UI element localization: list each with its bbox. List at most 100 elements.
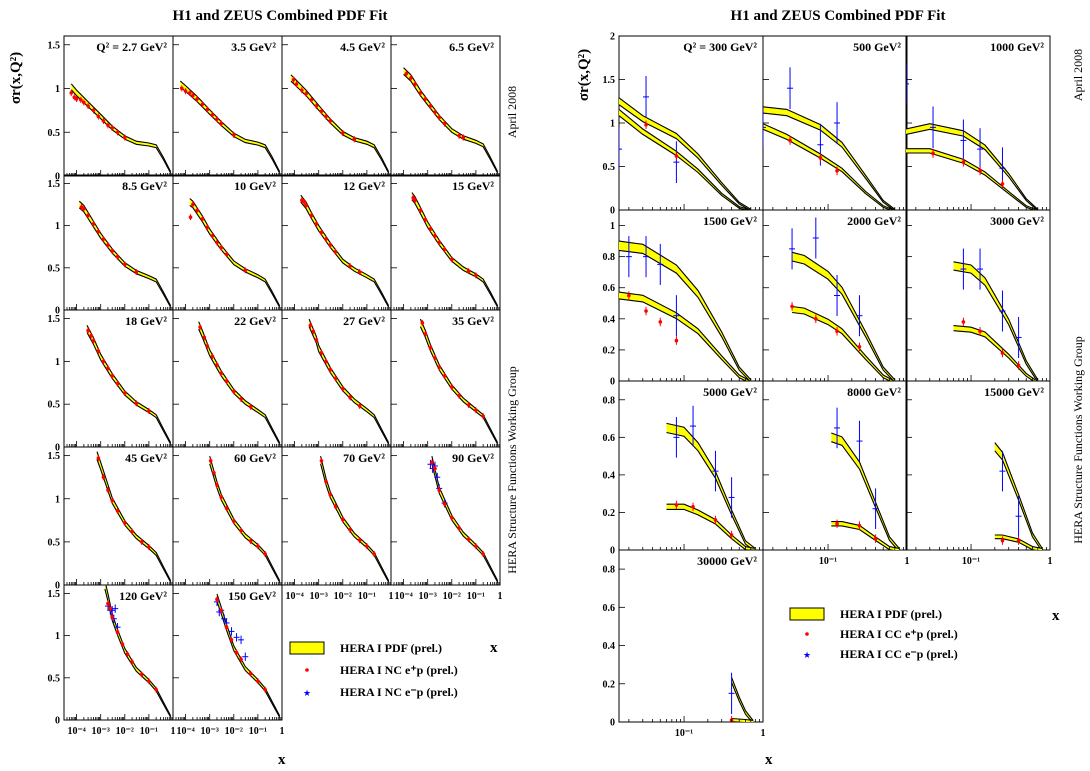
eplus-point — [835, 169, 839, 173]
panel: 10⁻⁴ 10⁻³ 10⁻² 10⁻¹ 1 150 GeV² — [172, 584, 285, 737]
eplus-point — [978, 329, 982, 334]
x-tick-label: 10⁻¹ — [467, 591, 485, 602]
panel-label: 45 GeV² — [125, 451, 167, 465]
pdf-curve-upper — [70, 83, 172, 172]
eplus-point — [256, 679, 260, 683]
eplus-point — [450, 515, 454, 520]
y-tick-label: 0.2 — [603, 508, 616, 519]
panel-plot-area — [411, 192, 499, 308]
left-xlabel-bottom: x — [278, 752, 286, 768]
pdf-curve-band — [420, 319, 498, 445]
x-tick-label: 10⁻¹ — [675, 728, 693, 739]
panel: 10⁻⁴ 10⁻³ 10⁻² 10⁻¹ 1 90 GeV² — [390, 446, 503, 602]
panel-plot-area — [831, 407, 900, 550]
pdf-curve-upper — [290, 74, 390, 172]
pdf-curve-eplus-upper — [831, 521, 900, 550]
eplus-point — [74, 97, 79, 101]
pdf-curve-lower — [300, 201, 390, 308]
y-tick-label: 1 — [55, 84, 60, 95]
eplus-point — [101, 475, 106, 479]
pdf-curve-upper — [320, 455, 390, 582]
y-tick-label: 0.2 — [603, 345, 616, 356]
pdf-curve-band — [189, 198, 280, 308]
panel-label: 8.5 GeV² — [122, 179, 167, 193]
eplus-point — [713, 518, 718, 522]
panel: 500 GeV² — [762, 35, 908, 211]
y-tick-label: 0 — [610, 546, 615, 557]
eplus-point — [91, 339, 96, 343]
eplus-point — [134, 270, 139, 274]
pdf-curve-eminus-band — [831, 433, 900, 550]
eplus-point — [96, 229, 101, 234]
eplus-point — [202, 335, 207, 340]
eplus-point — [96, 114, 101, 119]
legend-eminus-marker: ★ — [803, 650, 811, 660]
eplus-point — [123, 262, 127, 267]
eplus-point — [110, 126, 114, 130]
eplus-point — [147, 545, 151, 549]
pdf-curve-eminus-upper — [906, 123, 1039, 210]
panel-plot-area — [213, 593, 281, 718]
eplus-point — [788, 138, 792, 143]
pdf-curve-eminus-band — [953, 261, 1038, 381]
eplus-point — [644, 309, 648, 313]
panel-frame — [172, 309, 283, 448]
pdf-curve-eplus-band — [994, 535, 1043, 550]
panel-label: 30000 GeV² — [697, 554, 757, 568]
panel: 1000 GeV² — [905, 35, 1051, 211]
y-tick-label: 0.8 — [603, 395, 616, 406]
eplus-point — [428, 227, 433, 231]
y-tick-label: 0 — [55, 716, 60, 727]
pdf-curve-eminus-lower — [791, 260, 895, 381]
eplus-point — [413, 82, 417, 86]
pdf-curve-upper — [431, 455, 499, 582]
eplus-point — [106, 488, 110, 492]
eplus-point — [91, 222, 96, 226]
pdf-curve-eminus-lower — [953, 269, 1038, 381]
eplus-point — [91, 108, 96, 113]
pdf-curve-eminus-lower — [831, 441, 899, 550]
pdf-curve-upper — [300, 194, 390, 307]
x-tick-label: 10⁻⁴ — [285, 591, 303, 602]
pdf-curve-lower — [86, 332, 172, 445]
pdf-curve-eminus-upper — [994, 442, 1043, 549]
y-tick-label: 0 — [55, 306, 60, 317]
eplus-point — [433, 356, 437, 360]
eplus-point — [1016, 363, 1021, 368]
pdf-curve-eplus-band — [763, 123, 893, 210]
eplus-point — [183, 89, 188, 93]
eplus-point — [319, 459, 324, 463]
y-tick-label: 1 — [610, 221, 615, 232]
eplus-point — [224, 252, 229, 257]
eplus-point — [256, 544, 260, 548]
panel-label: 1500 GeV² — [703, 214, 757, 228]
pdf-curve-band — [87, 325, 171, 445]
eplus-point — [1000, 351, 1005, 355]
eplus-point — [110, 249, 114, 253]
eplus-point — [115, 255, 120, 259]
eplus-point — [212, 471, 216, 475]
eplus-point — [110, 374, 114, 378]
eplus-point — [314, 338, 319, 342]
eplus-point — [857, 345, 862, 349]
eplus-point — [219, 121, 223, 126]
eplus-point — [219, 245, 223, 250]
eplus-point — [348, 528, 352, 532]
x-tick-label: 10⁻³ — [419, 591, 437, 602]
pdf-curve-band — [309, 319, 389, 445]
eplus-point — [210, 354, 215, 359]
eplus-point — [139, 540, 144, 544]
legend-label: HERA I CC e⁻p (prel.) — [840, 647, 958, 661]
legend: HERA I PDF (prel.) HERA I NC e⁺p (prel.) ★… — [289, 641, 458, 699]
pdf-curve-eminus-upper — [619, 97, 752, 210]
panel: 6.5 GeV² — [390, 35, 501, 177]
pdf-curve-eminus-upper — [791, 251, 896, 381]
eplus-point — [333, 504, 338, 509]
eplus-point — [333, 249, 338, 254]
panel-plot-area — [728, 672, 754, 722]
eplus-point — [341, 517, 345, 522]
legend-eminus-marker: ★ — [303, 688, 311, 698]
x-tick-label: 1 — [905, 556, 910, 567]
pdf-curve-eplus-band — [619, 109, 749, 210]
pdf-curve-eplus-band — [666, 504, 756, 550]
